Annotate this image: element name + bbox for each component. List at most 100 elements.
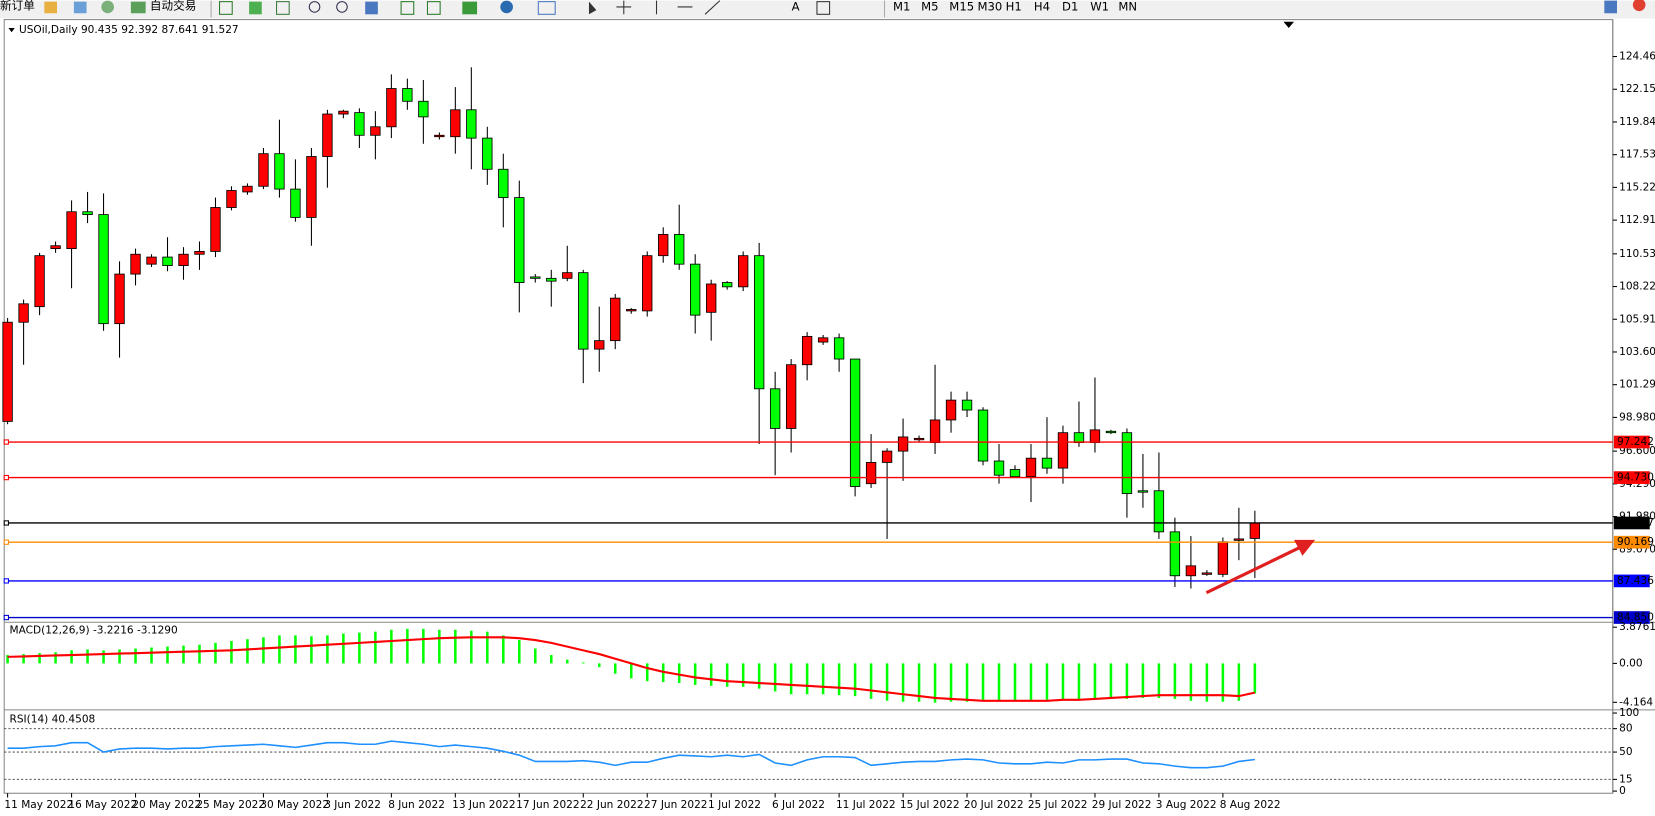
macd-bar (741, 663, 745, 687)
candle-body (306, 156, 317, 218)
macd-bar (214, 642, 217, 664)
timeframe-button[interactable]: M15 (949, 0, 974, 13)
icon[interactable] (336, 1, 348, 13)
candle-body (82, 211, 93, 216)
macd-bar (965, 663, 969, 702)
icon[interactable] (462, 1, 478, 15)
icon[interactable] (219, 1, 233, 15)
timeframe-button[interactable]: H4 (1034, 0, 1050, 13)
candle-body (546, 277, 557, 282)
x-tick-label: 1 Jul 2022 (708, 799, 761, 811)
candle-body (274, 153, 285, 190)
macd-bar (454, 629, 457, 664)
y-tick-label: 0 (1619, 785, 1626, 797)
level-marker (3, 474, 9, 481)
x-tick-label: 6 Jul 2022 (772, 799, 825, 811)
y-tick-label: 80 (1619, 723, 1633, 735)
y-tick-label: 3.8761 (1619, 621, 1655, 633)
rsi-title: RSI(14) 40.4508 (9, 713, 95, 725)
timeframe-button[interactable]: H1 (1006, 0, 1022, 13)
macd-bar (422, 628, 425, 664)
candle-body (130, 253, 141, 275)
icon[interactable] (365, 1, 378, 15)
timeframe-button[interactable]: M5 (921, 0, 938, 13)
macd-bar (54, 652, 57, 664)
candle-body (34, 255, 45, 308)
icon[interactable] (616, 0, 632, 15)
macd-bar (725, 663, 729, 687)
icon[interactable] (308, 1, 321, 13)
icon[interactable] (101, 0, 114, 14)
candle-body (578, 272, 589, 350)
timeframe-button[interactable]: M30 (977, 0, 1002, 13)
macd-bar (597, 663, 601, 668)
macd-bar (869, 663, 873, 699)
candle-body (993, 460, 1005, 476)
candle-body (498, 168, 509, 199)
icon[interactable] (276, 1, 290, 15)
icon[interactable] (400, 1, 415, 15)
y-tick-label: 91.980 (1619, 511, 1655, 523)
y-tick-label: 115.220 (1619, 181, 1655, 193)
toolbar-button[interactable]: 自动交易 (150, 0, 196, 12)
macd-bar (134, 648, 137, 664)
y-tick-label: 119.840 (1619, 116, 1655, 128)
icon[interactable] (816, 1, 831, 15)
icon[interactable] (249, 1, 262, 15)
icon[interactable] (1632, 0, 1646, 12)
macd-bar (613, 663, 617, 674)
icon[interactable] (130, 1, 146, 14)
macd-bar (1157, 663, 1161, 698)
candle-body (354, 112, 365, 136)
candle-body (2, 321, 13, 422)
level-marker (3, 578, 9, 584)
candle-body (98, 214, 109, 325)
macd-bar (693, 663, 697, 685)
y-tick-label: 0.00 (1619, 657, 1643, 669)
timeframe-button[interactable]: W1 (1090, 0, 1109, 13)
candle-body (1073, 432, 1085, 444)
macd-bar (246, 639, 249, 664)
icon[interactable] (655, 0, 721, 15)
x-tick-label: 30 May 2022 (260, 799, 329, 811)
timeframe-button[interactable]: D1 (1062, 0, 1078, 13)
y-tick-label: -4.164 (1619, 696, 1653, 708)
icon[interactable] (537, 1, 556, 15)
candle-body (674, 233, 685, 265)
macd-bar (1061, 663, 1065, 700)
x-tick-label: 20 Jul 2022 (964, 799, 1024, 811)
macd-bar (118, 649, 121, 664)
annotation-arrowhead (1294, 539, 1316, 556)
timeframe-button[interactable]: MN (1118, 0, 1137, 13)
macd-bar (837, 663, 841, 696)
candle-body (833, 337, 845, 360)
candle-body (1121, 432, 1133, 495)
icon[interactable] (426, 1, 441, 15)
candle-body (290, 188, 301, 218)
macd-bar (550, 655, 553, 664)
candle-body (386, 88, 397, 128)
x-tick-label: 27 Jun 2022 (644, 799, 707, 811)
level-label-bg (1613, 535, 1650, 549)
macd-bar (182, 645, 185, 664)
macd-bar (534, 648, 537, 664)
toolbar-button[interactable]: 新订单 (0, 0, 35, 12)
icon[interactable] (1604, 0, 1618, 14)
icon[interactable] (500, 0, 513, 14)
candle-body (178, 253, 189, 266)
candle-body (610, 297, 621, 342)
timeframe-button[interactable]: M1 (893, 0, 910, 13)
candle-body (881, 450, 893, 463)
icon[interactable]: A (792, 0, 800, 13)
candle-body (626, 309, 637, 312)
icon[interactable] (73, 1, 87, 14)
candle-body (897, 436, 909, 452)
macd-bar (1029, 663, 1033, 701)
candle-body (801, 335, 813, 366)
icon[interactable] (588, 1, 597, 15)
icon[interactable] (44, 1, 57, 14)
candle-body (1185, 565, 1197, 577)
macd-bar (757, 663, 761, 689)
candle-body (817, 337, 829, 343)
candle-body (530, 276, 541, 279)
